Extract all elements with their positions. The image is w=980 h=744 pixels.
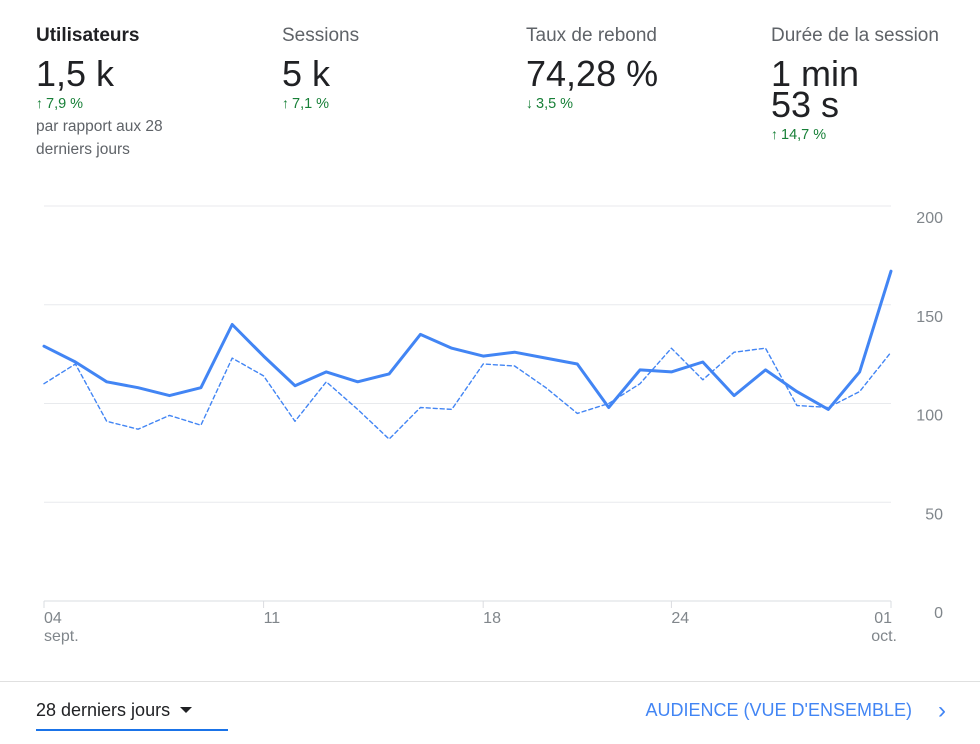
metric-value: 74,28 % [526, 53, 659, 94]
x-tick-label: sept. [44, 628, 79, 645]
y-tick-label: 0 [934, 605, 943, 622]
metric-change: ↑ 7,1 % [282, 95, 359, 112]
x-tick-label: 24 [671, 610, 689, 627]
y-tick-label: 100 [916, 408, 943, 425]
metric-change-value: 14,7 % [781, 127, 827, 143]
y-tick-label: 200 [916, 210, 943, 227]
metric-change-value: 7,1 % [292, 96, 330, 112]
y-tick-label: 150 [916, 309, 943, 326]
metric-label: Utilisateurs [36, 25, 140, 46]
audience-overview-link[interactable]: AUDIENCE (VUE D'ENSEMBLE) [645, 700, 912, 720]
series-line-current [42, 269, 893, 411]
metric-users[interactable]: Utilisateurs 1,5 k ↑ 7,9 % par rapport au… [36, 24, 206, 161]
metric-value: 1,5 k [36, 53, 115, 94]
x-tick-label: 18 [483, 610, 501, 627]
x-tick-label: oct. [871, 628, 897, 645]
metric-value-line: 53 s [771, 84, 840, 125]
metric-session-duration[interactable]: Durée de la session 1 min 53 s ↑ 14,7 % [771, 24, 939, 143]
metric-change: ↓ 3,5 % [526, 95, 658, 112]
metric-value: 5 k [282, 53, 331, 94]
x-tick-label: 01 [874, 610, 892, 627]
metric-label: Sessions [282, 25, 360, 46]
metrics-row: Utilisateurs 1,5 k ↑ 7,9 % par rapport au… [0, 0, 980, 200]
caret-down-icon [180, 706, 193, 713]
date-range-dropdown[interactable]: 28 derniers jours [36, 700, 228, 731]
arrow-up-icon: ↑ [771, 126, 778, 142]
arrow-up-icon: ↑ [282, 95, 289, 111]
series-line-comparison [43, 347, 892, 440]
metric-sessions[interactable]: Sessions 5 k ↑ 7,1 % [282, 24, 359, 112]
metric-label: Taux de rebond [526, 25, 657, 46]
card-footer: 28 derniers jours AUDIENCE (VUE D'ENSEMB… [0, 681, 980, 744]
x-tick-label: 11 [264, 610, 281, 627]
metric-change: ↑ 14,7 % [771, 126, 939, 143]
x-tick-label: 04 [44, 610, 62, 627]
metric-label: Durée de la session [771, 25, 939, 46]
metric-value-line: 1 min [771, 53, 860, 94]
chevron-right-icon[interactable]: › [938, 697, 946, 724]
metric-change: ↑ 7,9 % [36, 95, 206, 112]
date-range-label: 28 derniers jours [36, 700, 171, 720]
metric-bounce-rate[interactable]: Taux de rebond 74,28 % ↓ 3,5 % [526, 24, 658, 112]
metric-change-value: 7,9 % [46, 96, 84, 112]
arrow-down-icon: ↓ [526, 95, 533, 111]
arrow-up-icon: ↑ [36, 95, 43, 111]
comparison-note: par rapport aux 28 derniers jours [36, 118, 163, 158]
metric-change-value: 3,5 % [536, 96, 574, 112]
y-tick-label: 50 [925, 506, 943, 523]
metric-value: 1 min 53 s [771, 53, 901, 125]
